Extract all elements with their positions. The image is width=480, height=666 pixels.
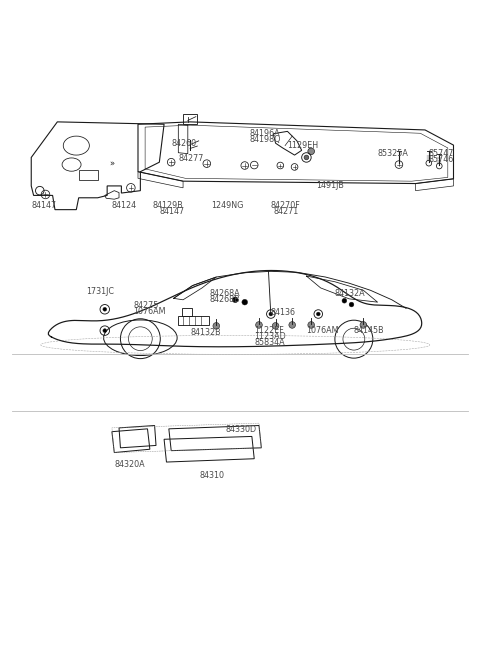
- Text: 85746: 85746: [429, 155, 454, 164]
- Circle shape: [304, 155, 309, 160]
- Text: »: »: [109, 160, 114, 169]
- Text: 84277: 84277: [179, 154, 204, 163]
- Circle shape: [272, 322, 279, 329]
- Text: 85747: 85747: [429, 149, 454, 158]
- Text: 84147: 84147: [159, 207, 184, 216]
- Text: 84136: 84136: [271, 308, 296, 317]
- Text: 85834A: 85834A: [254, 338, 285, 346]
- Circle shape: [213, 322, 219, 329]
- Text: 84260: 84260: [171, 139, 196, 148]
- Circle shape: [308, 148, 314, 155]
- Text: 84268B: 84268B: [209, 295, 240, 304]
- Text: 84132A: 84132A: [335, 289, 365, 298]
- Text: 1731JC: 1731JC: [86, 287, 114, 296]
- Circle shape: [360, 322, 367, 328]
- Circle shape: [308, 322, 314, 328]
- Circle shape: [342, 298, 347, 303]
- Text: 84271: 84271: [273, 207, 299, 216]
- Text: 84310: 84310: [200, 471, 225, 480]
- Circle shape: [232, 297, 238, 302]
- Circle shape: [289, 322, 296, 328]
- Text: 1491JB: 1491JB: [316, 181, 344, 190]
- Text: 84268A: 84268A: [209, 289, 240, 298]
- Text: 1122EF: 1122EF: [254, 326, 284, 335]
- Text: 84124: 84124: [112, 201, 137, 210]
- Text: 84330D: 84330D: [226, 426, 257, 434]
- Text: 84145B: 84145B: [354, 326, 384, 335]
- Circle shape: [242, 299, 248, 305]
- Circle shape: [349, 302, 354, 307]
- Text: 1076AM: 1076AM: [133, 306, 166, 316]
- Circle shape: [256, 322, 262, 328]
- Text: 1123AD: 1123AD: [254, 332, 286, 341]
- Text: 84196A: 84196A: [250, 129, 280, 139]
- Circle shape: [269, 312, 273, 316]
- Circle shape: [316, 312, 320, 316]
- Text: 1076AM: 1076AM: [306, 326, 339, 335]
- Text: 84198Q: 84198Q: [250, 135, 281, 144]
- Text: 84320A: 84320A: [114, 460, 145, 470]
- Text: 84132B: 84132B: [190, 328, 221, 336]
- Text: 84270F: 84270F: [271, 201, 300, 210]
- Text: 1129EH: 1129EH: [288, 141, 319, 150]
- Circle shape: [103, 329, 107, 332]
- Text: 84129B: 84129B: [152, 201, 183, 210]
- Text: 84275: 84275: [133, 301, 158, 310]
- Text: 1249NG: 1249NG: [212, 201, 244, 210]
- Text: 84147: 84147: [31, 201, 56, 210]
- Text: 85325A: 85325A: [378, 149, 408, 158]
- Circle shape: [103, 308, 107, 311]
